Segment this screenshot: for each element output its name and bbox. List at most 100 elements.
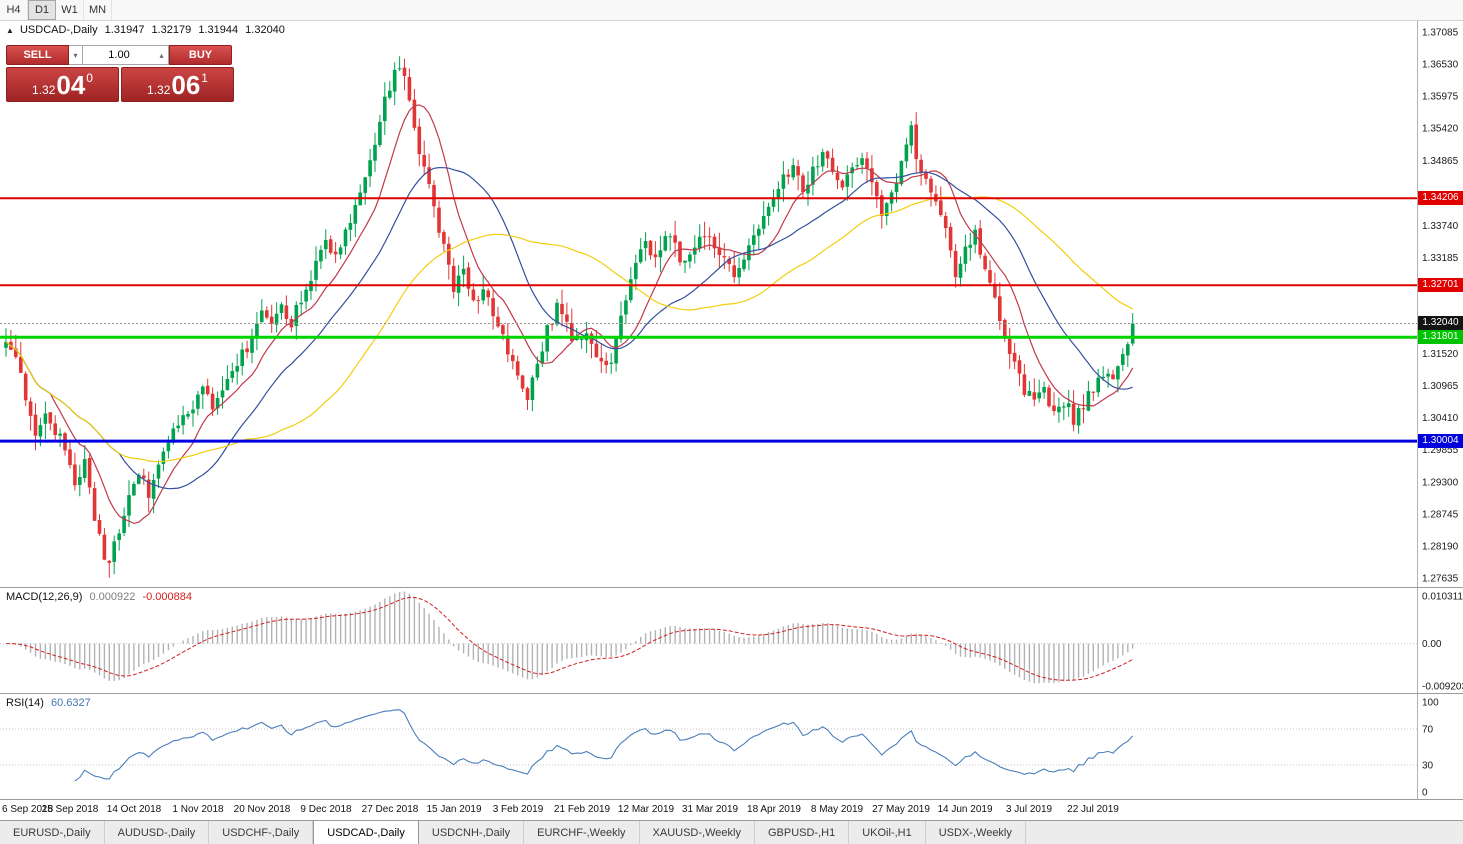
bid-price-pipette: 0 (86, 71, 93, 85)
rsi-line (74, 709, 1134, 782)
date-label: 6 Sep 2018 (2, 804, 54, 815)
price-badge: 1.32040 (1418, 316, 1463, 330)
date-label: 8 May 2019 (810, 804, 864, 815)
svg-text:0: 0 (1422, 788, 1428, 799)
buy-button[interactable]: BUY (169, 45, 232, 65)
svg-text:1.29300: 1.29300 (1422, 477, 1459, 488)
timeframe-button-d1[interactable]: D1 (28, 0, 56, 20)
svg-text:1.30410: 1.30410 (1422, 413, 1459, 424)
svg-text:1.28190: 1.28190 (1422, 541, 1459, 552)
timeframe-button-w1[interactable]: W1 (56, 0, 84, 20)
date-label: 3 Feb 2019 (492, 804, 544, 815)
svg-text:1.31520: 1.31520 (1422, 349, 1459, 360)
svg-text:0.00: 0.00 (1422, 639, 1442, 650)
macd-canvas[interactable]: 0.010311 0.00 -0.009203 (0, 588, 1463, 694)
symbol-ohlc-line: ▲ USDCAD-,Daily 1.31947 1.32179 1.31944 … (6, 24, 289, 36)
volume-increase-button[interactable]: ▴ (155, 45, 169, 65)
date-label: 25 Sep 2018 (41, 804, 99, 815)
candlesticks (4, 56, 1135, 578)
svg-text:1.33740: 1.33740 (1422, 221, 1459, 232)
date-label: 12 Mar 2019 (617, 804, 675, 815)
rsi-canvas[interactable]: 100 70 30 0 (0, 694, 1463, 800)
macd-signal-value: -0.000884 (142, 591, 192, 603)
tab-gbpusd-h1[interactable]: GBPUSD-,H1 (755, 821, 850, 844)
ohlc-low: 1.31944 (198, 24, 239, 36)
svg-text:1.35420: 1.35420 (1422, 124, 1459, 135)
ohlc-close: 1.32040 (245, 24, 285, 36)
macd-indicator-panel[interactable]: 0.010311 0.00 -0.009203 MACD(12,26,9) 0.00… (0, 588, 1463, 694)
macd-main-value: 0.000922 (89, 591, 136, 603)
macd-label-line: MACD(12,26,9) 0.000922 -0.000884 (6, 591, 196, 603)
ohlc-open: 1.31947 (104, 24, 145, 36)
date-label: 21 Feb 2019 (553, 804, 611, 815)
date-label: 14 Oct 2018 (106, 804, 162, 815)
svg-text:1.30965: 1.30965 (1422, 381, 1459, 392)
price-chart-canvas[interactable]: 1.37085 1.36530 1.35975 1.35420 1.34865 1.337… (0, 21, 1463, 588)
svg-text:1.35975: 1.35975 (1422, 92, 1459, 103)
period-toolbar: H4 D1 W1 MN (0, 0, 1463, 21)
ma-fast-line (5, 104, 1134, 525)
rsi-label-line: RSI(14) 60.6327 (6, 697, 95, 709)
svg-text:0.010311: 0.010311 (1422, 592, 1463, 603)
price-badge: 1.32701 (1418, 278, 1463, 292)
price-badge: 1.31801 (1418, 330, 1463, 344)
ask-price-pips: 06 (171, 69, 201, 100)
timeframe-button-mn[interactable]: MN (84, 0, 113, 20)
bid-price-panel[interactable]: 1.32 04 0 (6, 67, 119, 102)
date-label: 31 Mar 2019 (681, 804, 739, 815)
tab-usdchf-daily[interactable]: USDCHF-,Daily (209, 821, 314, 844)
date-label: 22 Jul 2019 (1067, 804, 1119, 815)
symbol-title: USDCAD-,Daily (19, 24, 98, 36)
date-label: 3 Jul 2019 (1005, 804, 1053, 815)
price-chart-panel[interactable]: 1.37085 1.36530 1.35975 1.35420 1.34865 1.337… (0, 21, 1463, 588)
ask-price-pipette: 1 (201, 71, 208, 85)
symbol-tabs: EURUSD-,Daily AUDUSD-,Daily USDCHF-,Daily U… (0, 821, 1463, 844)
date-label: 20 Nov 2018 (233, 804, 291, 815)
ma-slow-line (5, 196, 1133, 463)
bid-price-main: 1.32 (32, 83, 56, 97)
horizontal-level-lines[interactable] (0, 197, 1417, 443)
ask-price-main: 1.32 (147, 83, 171, 97)
date-label: 15 Jan 2019 (426, 804, 482, 815)
svg-text:30: 30 (1422, 761, 1434, 772)
timeframe-button-h4[interactable]: H4 (0, 0, 28, 20)
tab-ukoil-h1[interactable]: UKOil-,H1 (849, 821, 926, 844)
date-label: 27 May 2019 (872, 804, 930, 815)
svg-text:1.29855: 1.29855 (1422, 445, 1459, 456)
collapse-trade-panel-icon[interactable]: ▲ (6, 26, 14, 35)
tab-usdcnh-daily[interactable]: USDCNH-,Daily (419, 821, 525, 844)
price-badge: 1.34206 (1418, 191, 1463, 205)
date-label: 1 Nov 2018 (172, 804, 224, 815)
svg-text:1.33185: 1.33185 (1422, 253, 1459, 264)
ask-price-panel[interactable]: 1.32 06 1 (121, 67, 234, 102)
rsi-indicator-panel[interactable]: 100 70 30 0 RSI(14) 60.6327 (0, 694, 1463, 800)
date-label: 18 Apr 2019 (747, 804, 801, 815)
tab-usdcad-daily[interactable]: USDCAD-,Daily (313, 821, 419, 844)
tab-eurusd-daily[interactable]: EURUSD-,Daily (0, 821, 105, 844)
macd-signal-line (5, 596, 1133, 681)
tab-eurchf-weekly[interactable]: EURCHF-,Weekly (524, 821, 640, 844)
rsi-label: RSI(14) (6, 697, 44, 709)
macd-label: MACD(12,26,9) (6, 591, 83, 603)
svg-text:1.34865: 1.34865 (1422, 156, 1459, 167)
svg-text:1.36530: 1.36530 (1422, 60, 1459, 71)
tab-xauusd-weekly[interactable]: XAUUSD-,Weekly (640, 821, 755, 844)
volume-decrease-button[interactable]: ▾ (69, 45, 83, 65)
svg-text:1.28745: 1.28745 (1422, 509, 1459, 520)
date-label: 9 Dec 2018 (300, 804, 352, 815)
price-badge: 1.30004 (1418, 434, 1463, 448)
date-label: 27 Dec 2018 (361, 804, 419, 815)
ma-mid-line (5, 166, 1133, 490)
svg-text:1.37085: 1.37085 (1422, 28, 1459, 39)
ohlc-high: 1.32179 (151, 24, 192, 36)
svg-text:1.27635: 1.27635 (1422, 574, 1459, 585)
rsi-value: 60.6327 (50, 697, 91, 709)
date-axis[interactable]: 6 Sep 2018 25 Sep 2018 14 Oct 2018 1 Nov 20… (0, 800, 1463, 821)
volume-input[interactable]: 1.00 (83, 45, 155, 65)
tab-usdx-weekly[interactable]: USDX-,Weekly (926, 821, 1026, 844)
svg-text:-0.009203: -0.009203 (1422, 682, 1463, 693)
sell-button[interactable]: SELL (6, 45, 69, 65)
price-axis: 1.37085 1.36530 1.35975 1.35420 1.34865 1.337… (1417, 21, 1459, 587)
tab-audusd-daily[interactable]: AUDUSD-,Daily (105, 821, 210, 844)
svg-text:70: 70 (1422, 725, 1434, 736)
